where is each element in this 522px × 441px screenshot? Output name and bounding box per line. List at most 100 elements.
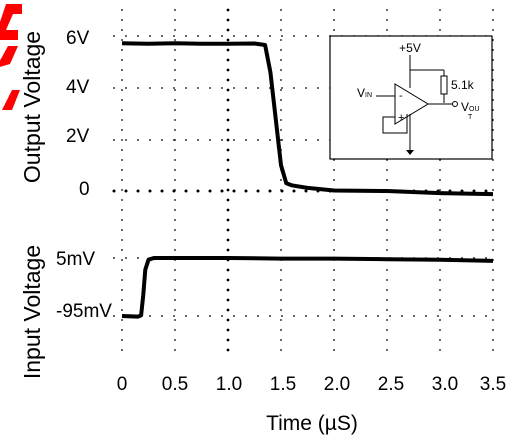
grid-dot bbox=[439, 199, 441, 201]
grid-dot bbox=[377, 315, 379, 317]
grid-dot bbox=[226, 98, 230, 102]
grid-dot bbox=[226, 328, 230, 332]
x-tick-label-1.0: 1.0 bbox=[216, 374, 242, 395]
grid-dot bbox=[492, 179, 494, 181]
input-label: VIN bbox=[357, 86, 372, 100]
grid-dot bbox=[209, 315, 211, 317]
grid-dot bbox=[492, 329, 494, 331]
grid-dot bbox=[226, 218, 230, 222]
grid-dot bbox=[174, 349, 176, 351]
grid-dot bbox=[386, 329, 388, 331]
grid-dot bbox=[413, 315, 415, 317]
grid-dot bbox=[184, 189, 188, 193]
grid-dot bbox=[280, 179, 282, 181]
grid-dot bbox=[492, 249, 494, 251]
grid-dot bbox=[173, 35, 175, 37]
grid-dot bbox=[121, 29, 123, 31]
grid-dot bbox=[121, 249, 123, 251]
grid-dot bbox=[245, 139, 247, 141]
grid-dot bbox=[174, 239, 176, 241]
grid-dot bbox=[174, 329, 176, 331]
grid-dot bbox=[226, 308, 230, 312]
grid-dot bbox=[125, 257, 127, 259]
grid-dot bbox=[333, 269, 335, 271]
grid-dot bbox=[341, 315, 343, 317]
grid-dot bbox=[280, 209, 282, 211]
grid-dot bbox=[121, 329, 123, 331]
grid-dot bbox=[226, 198, 230, 202]
grid-dot bbox=[121, 169, 123, 171]
resistor-icon bbox=[440, 75, 448, 95]
grid-dot bbox=[121, 109, 123, 111]
opamp-minus-sign: - bbox=[399, 90, 403, 102]
grid-dot bbox=[473, 315, 475, 317]
grid-dot bbox=[174, 269, 176, 271]
grid-dot bbox=[174, 49, 176, 51]
grid-dot bbox=[121, 239, 123, 241]
grid-dot bbox=[492, 189, 494, 191]
grid-dot bbox=[226, 298, 230, 302]
grid-dot bbox=[305, 35, 307, 37]
grid-dot bbox=[226, 38, 230, 42]
grid-dot bbox=[439, 289, 441, 291]
grid-dot bbox=[226, 248, 230, 252]
grid-dot bbox=[333, 279, 335, 281]
grid-dot bbox=[280, 69, 282, 71]
grid-dot bbox=[121, 129, 123, 131]
grid-dot bbox=[121, 289, 123, 291]
grid-dot bbox=[333, 309, 335, 311]
grid-dot bbox=[386, 269, 388, 271]
output-label-v: V bbox=[461, 100, 469, 114]
grid-dot bbox=[473, 257, 475, 259]
grid-dot bbox=[439, 169, 441, 171]
grid-dot bbox=[439, 29, 441, 31]
grid-dot bbox=[174, 9, 176, 11]
grid-dot bbox=[174, 99, 176, 101]
grid-dot bbox=[425, 315, 427, 317]
grid-dot bbox=[174, 109, 176, 111]
y-tick-label-6v: 6V bbox=[66, 28, 90, 49]
grid-dot bbox=[226, 268, 230, 272]
grid-dot bbox=[386, 19, 388, 21]
grid-dot bbox=[485, 315, 487, 317]
grid-dot bbox=[174, 79, 176, 81]
grid-dot bbox=[401, 315, 403, 317]
grid-dot bbox=[121, 49, 123, 51]
grid-dot bbox=[221, 315, 223, 317]
grid-dot bbox=[185, 35, 187, 37]
grid-dot bbox=[226, 318, 230, 322]
grid-dot bbox=[121, 119, 123, 121]
grid-dot bbox=[439, 329, 441, 331]
grid-dot bbox=[280, 239, 282, 241]
grid-dot bbox=[245, 315, 247, 317]
grid-dot bbox=[449, 315, 451, 317]
grid-dot bbox=[439, 9, 441, 11]
grid-dot bbox=[333, 299, 335, 301]
grid-dot bbox=[121, 179, 123, 181]
grid-dot bbox=[386, 199, 388, 201]
grid-dot bbox=[439, 339, 441, 341]
grid-dot bbox=[333, 199, 335, 201]
grid-dot bbox=[174, 229, 176, 231]
grid-dot bbox=[226, 208, 230, 212]
grid-dot bbox=[386, 169, 388, 171]
x-tick-label-2.0: 2.0 bbox=[324, 374, 350, 395]
grid-dot bbox=[280, 229, 282, 231]
grid-dot bbox=[121, 39, 123, 41]
grid-dot bbox=[121, 99, 123, 101]
grid-dot bbox=[280, 279, 282, 281]
grid-dot bbox=[305, 315, 307, 317]
output-label-sub: OU bbox=[469, 106, 480, 113]
grid-dot bbox=[121, 339, 123, 341]
grid-dot bbox=[281, 87, 283, 89]
grid-dot bbox=[173, 139, 175, 141]
grid-dot bbox=[386, 339, 388, 341]
grid-dot bbox=[136, 189, 140, 193]
grid-dot bbox=[292, 189, 296, 193]
grid-dot bbox=[305, 139, 307, 141]
grid-dot bbox=[280, 109, 282, 111]
grid-dot bbox=[492, 169, 494, 171]
grid-dot bbox=[333, 179, 335, 181]
input-voltage-label: Input Voltage bbox=[19, 245, 45, 379]
opamp-triangle-icon bbox=[394, 83, 429, 125]
